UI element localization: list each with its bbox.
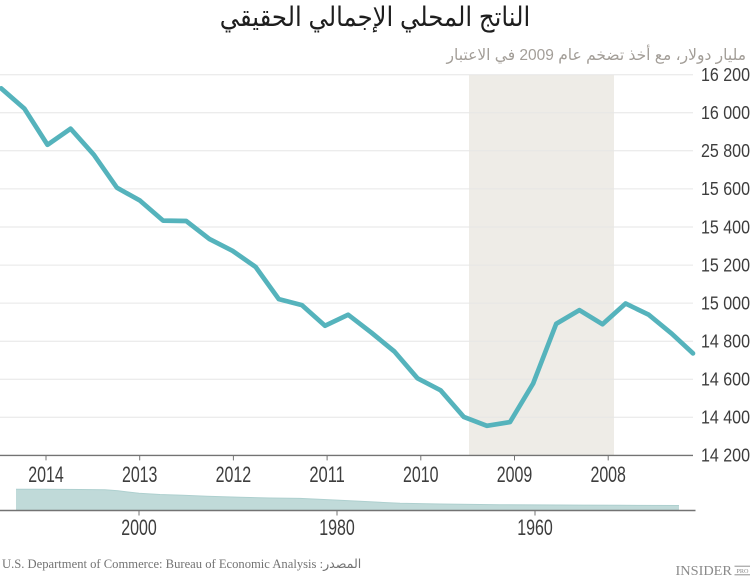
svg-text:2013: 2013 xyxy=(122,462,158,487)
svg-text:14 200: 14 200 xyxy=(701,445,750,466)
svg-text:14 800: 14 800 xyxy=(701,331,750,352)
svg-text:2009: 2009 xyxy=(497,462,533,487)
svg-text:14 400: 14 400 xyxy=(701,407,750,428)
svg-text:15 000: 15 000 xyxy=(701,292,750,313)
svg-text:25 800: 25 800 xyxy=(701,140,750,161)
svg-text:14 600: 14 600 xyxy=(701,369,750,390)
svg-text:1980: 1980 xyxy=(319,515,355,540)
svg-text:15 200: 15 200 xyxy=(701,254,750,275)
svg-text:2000: 2000 xyxy=(121,515,157,540)
svg-text:2012: 2012 xyxy=(216,462,252,487)
svg-text:INSIDER: INSIDER xyxy=(676,564,733,576)
svg-text:PRO: PRO xyxy=(737,568,750,575)
svg-text:1960: 1960 xyxy=(517,515,553,540)
svg-text:16 200: 16 200 xyxy=(701,64,750,85)
svg-text:16 000: 16 000 xyxy=(701,102,750,123)
svg-text:2010: 2010 xyxy=(403,462,439,487)
svg-text:2014: 2014 xyxy=(28,462,64,487)
svg-text:15 600: 15 600 xyxy=(701,178,750,199)
svg-text:2011: 2011 xyxy=(309,462,345,487)
svg-text:15 400: 15 400 xyxy=(701,216,750,237)
svg-text:2008: 2008 xyxy=(590,462,626,487)
